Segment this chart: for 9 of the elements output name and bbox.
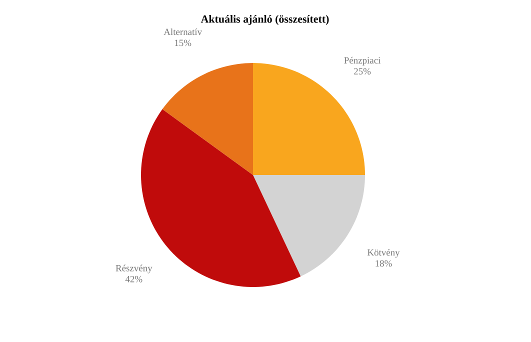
slice-label: Kötvény <box>367 248 400 258</box>
slice-label: Alternatív <box>164 28 202 36</box>
data-label: 18% <box>376 260 392 267</box>
data-label: 15% <box>174 40 192 46</box>
slice-label: Pénzpiaci <box>344 56 381 66</box>
slice-label: Részvény <box>116 264 152 274</box>
data-label: 25% <box>354 68 371 75</box>
chart-title: Aktuális ajánló (összesített) <box>200 15 329 25</box>
data-label: 42% <box>125 276 142 282</box>
